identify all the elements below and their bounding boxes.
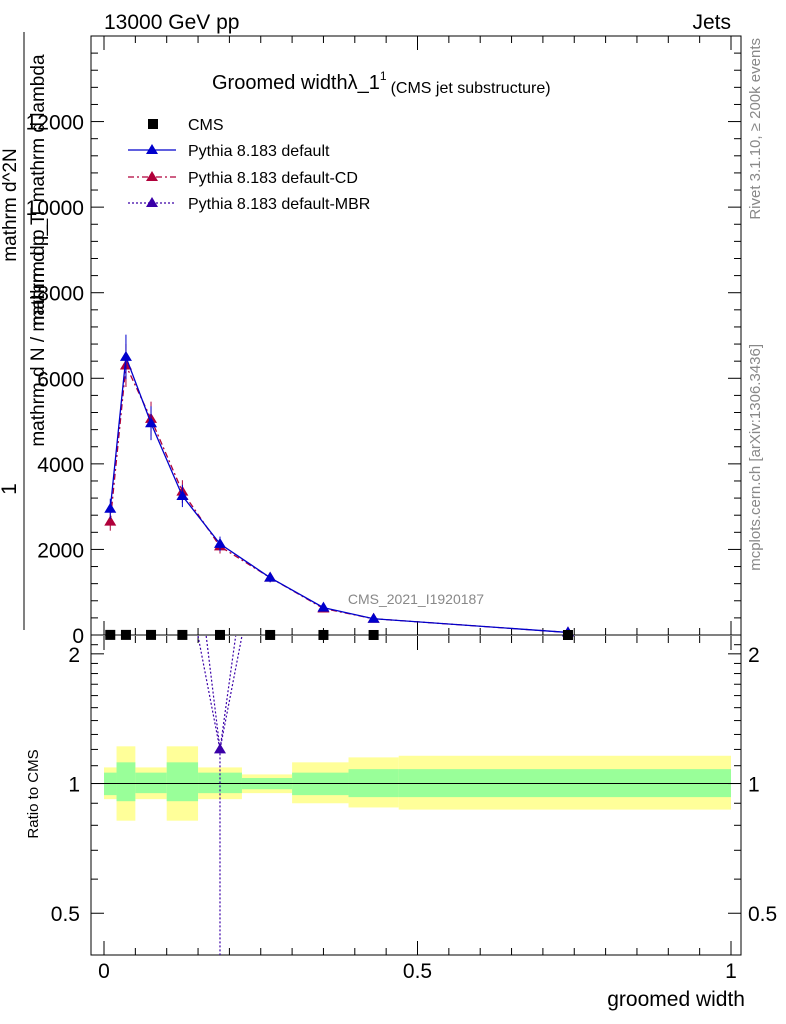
legend: CMS Pythia 8.183 default Pythia 8.183 de… <box>128 117 370 213</box>
ratio-tick-label-right: 2 <box>748 644 760 667</box>
y-tick-label: 2000 <box>37 539 84 562</box>
x-tick-label: 1 <box>725 960 737 983</box>
cms-data-point <box>177 629 188 640</box>
series-marker <box>119 350 132 361</box>
cms-data-point <box>214 629 225 640</box>
y-label-prefactor: 1 <box>0 483 21 495</box>
y-label-denominator: mathrm d p_T mathrm d lambda <box>28 54 49 325</box>
y-label-line1: mathrm d N / mathrm d p_T <box>28 213 49 447</box>
ratio-tick-label: 2 <box>68 644 80 667</box>
rivet-label: Rivet 3.1.10, ≥ 200k events <box>747 38 764 220</box>
legend-label-cms: CMS <box>188 117 224 134</box>
ratio-band-inner <box>116 762 136 802</box>
mbr-ratio-marker <box>213 743 226 754</box>
y-tick-label: 10000 <box>26 197 84 220</box>
legend-marker-cd <box>146 171 158 181</box>
y-tick-label: 4000 <box>37 454 84 477</box>
mbr-ratio-line <box>197 635 243 750</box>
cms-data-point <box>368 629 379 640</box>
y-tick-label: 12000 <box>26 112 84 135</box>
series-marker <box>317 601 330 612</box>
legend-label-default: Pythia 8.183 default <box>188 143 330 160</box>
series-marker <box>145 417 158 428</box>
header-left: 13000 GeV pp <box>104 11 239 34</box>
y-tick-label: 8000 <box>37 283 84 306</box>
ratio-tick-label-right: 0.5 <box>748 903 777 926</box>
y-tick-label: 0 <box>72 625 84 648</box>
x-axis-label: groomed width <box>607 988 745 1011</box>
x-tick-label: 0.5 <box>403 960 432 983</box>
legend-marker-mbr <box>146 197 158 207</box>
series-marker <box>104 515 117 526</box>
cms-data-point <box>265 629 276 640</box>
ratio-bands <box>91 746 741 821</box>
ratio-band-inner <box>135 772 167 794</box>
ratio-band-inner <box>166 762 199 802</box>
chart-title: Groomed widthλ_11(CMS jet substructure) <box>212 69 551 97</box>
data-series <box>104 334 574 955</box>
cms-data-point <box>562 629 573 640</box>
y-axis-label: 1 mathrm d^2N mathrm d N / mathrm d p_T … <box>0 32 49 630</box>
header-right: Jets <box>692 11 731 34</box>
series-marker <box>176 489 189 500</box>
cms-data-point <box>318 629 329 640</box>
ratio-panel-frame <box>90 634 742 956</box>
series-marker <box>264 571 277 582</box>
cms-data-point <box>146 629 157 640</box>
cms-data-point <box>105 629 116 640</box>
analysis-watermark: CMS_2021_I1920187 <box>348 591 484 607</box>
ratio-tick-label: 0.5 <box>51 903 80 926</box>
axis-ticks: 0 2000 4000 6000 8000 10000 12000 0 0.5 1 0.5 0.5 1 1… <box>26 36 777 983</box>
x-tick-label: 0 <box>98 960 110 983</box>
legend-marker-default <box>146 144 158 154</box>
mcplots-label: mcplots.cern.ch [arXiv:1306.3436] <box>747 344 764 571</box>
y-label-numerator: mathrm d^2N <box>0 148 21 261</box>
ratio-tick-label-right: 1 <box>748 774 760 797</box>
series-marker <box>213 537 226 548</box>
series-marker <box>104 502 117 513</box>
ratio-tick-label: 1 <box>68 774 80 797</box>
ratio-axis-label: Ratio to CMS <box>25 749 42 838</box>
legend-label-cd: Pythia 8.183 default-CD <box>188 170 358 187</box>
legend-marker-cms <box>148 119 158 129</box>
series-marker <box>367 612 380 623</box>
cms-data-point <box>120 629 131 640</box>
y-tick-label: 6000 <box>37 368 84 391</box>
legend-label-mbr: Pythia 8.183 default-MBR <box>188 196 370 213</box>
